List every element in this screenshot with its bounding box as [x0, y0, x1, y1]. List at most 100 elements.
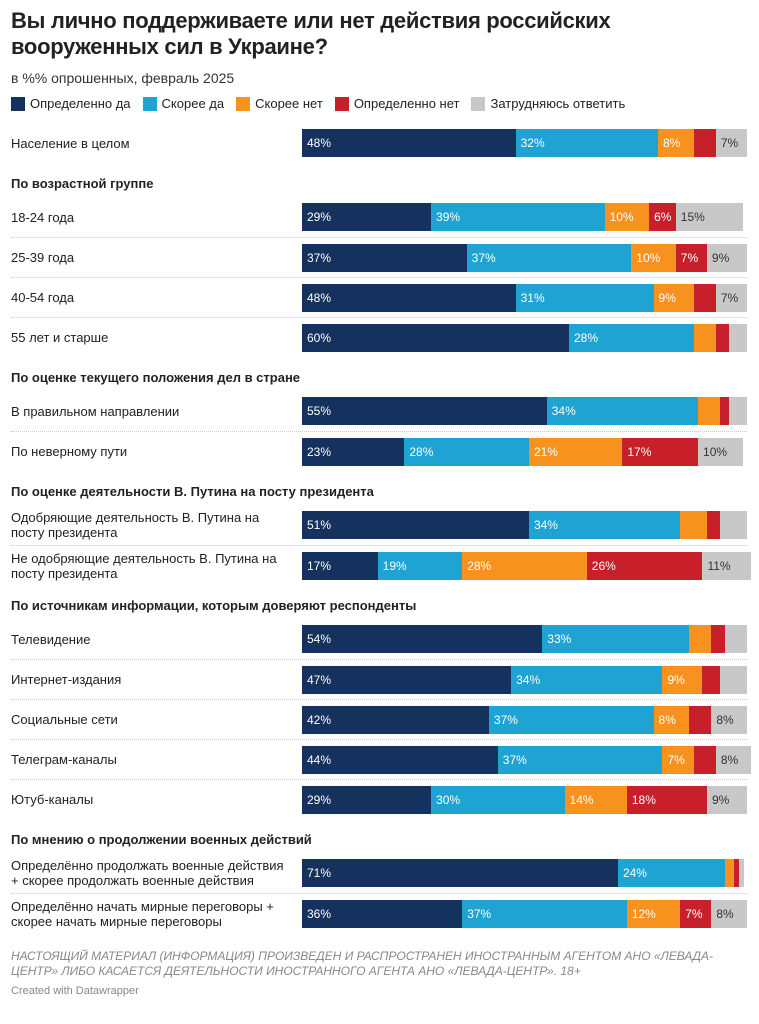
bar-segment: 23%: [302, 437, 405, 466]
bar-segment: 7%: [680, 899, 712, 928]
bar-segment: [720, 665, 747, 694]
row: Телевидение 54% 33%: [11, 619, 747, 659]
legend-label: Определенно да: [30, 96, 131, 111]
legend-label: Определенно нет: [353, 96, 460, 111]
value-label: 14%: [569, 792, 594, 807]
legend-swatch: [236, 96, 251, 111]
bar-segment: 15%: [675, 203, 743, 231]
row: Ютуб-каналы 29% 30% 14% 18% 9%: [11, 779, 747, 819]
category-label: Социальные сети: [11, 712, 118, 727]
value-label: 7%: [720, 290, 739, 305]
bar-segment: 9%: [662, 665, 703, 694]
legend-item: Определенно нет: [334, 96, 460, 111]
value-label: 37%: [502, 752, 527, 767]
row: Социальные сети 42% 37% 8% 8%: [11, 699, 747, 739]
value-label: 48%: [307, 136, 332, 150]
legend-swatch: [471, 96, 486, 111]
value-label: 34%: [551, 404, 576, 418]
value-label: 37%: [467, 906, 492, 921]
value-label: 7%: [685, 906, 703, 921]
bar-segment: 36%: [302, 899, 463, 928]
bar-segment: [693, 323, 716, 352]
value-label: 23%: [307, 444, 332, 459]
value-label: 17%: [627, 444, 652, 459]
value-label: 28%: [409, 444, 434, 459]
value-label: 31%: [520, 290, 545, 305]
category-label: 40-54 года: [11, 290, 75, 305]
bar-segment: 30%: [431, 785, 565, 814]
bar-segment: [689, 705, 712, 734]
value-label: 42%: [307, 712, 332, 727]
value-label: 7%: [720, 136, 739, 150]
row: В правильном направлении 55% 34%: [11, 391, 747, 431]
value-label: 39%: [436, 210, 461, 224]
bar-segment: [706, 511, 721, 539]
bar-segment: 21%: [528, 437, 623, 466]
bar-segment: 60%: [302, 323, 569, 352]
bar-segment: [698, 397, 721, 425]
value-label: 21%: [533, 444, 558, 459]
bar-segment: 18%: [626, 785, 707, 814]
value-label: 26%: [591, 558, 616, 573]
bar-segment: 28%: [569, 323, 694, 352]
bar-segment: [715, 323, 730, 352]
group-title: По возрастной группе: [11, 176, 154, 191]
bar-segment: 37%: [488, 705, 654, 734]
bar-segment: [729, 323, 747, 352]
bar-segment: 29%: [302, 785, 432, 814]
bar-segment: 47%: [302, 665, 512, 694]
legend-item: Затрудняюсь ответить: [471, 96, 625, 111]
bar-segment: 26%: [586, 551, 703, 580]
legend: Определенно да Скорее да Скорее нет Определ…: [11, 96, 747, 111]
value-label: 18%: [631, 792, 656, 807]
category-label: Ютуб-каналы: [11, 792, 94, 807]
value-label: 48%: [307, 290, 332, 305]
bar-segment: 33%: [542, 625, 690, 653]
bar-segment: [693, 129, 716, 157]
bar-segment: 7%: [715, 283, 747, 312]
bar-segment: 10%: [698, 437, 743, 466]
bar-segment: 24%: [617, 859, 725, 887]
value-label: 32%: [520, 136, 545, 150]
bar-segment: [738, 859, 744, 887]
value-label: 17%: [307, 558, 332, 573]
group-title: По оценке текущего положения дел в стран…: [11, 370, 301, 385]
row: Определённо продолжать военные действия …: [11, 853, 747, 893]
value-label: 28%: [467, 558, 492, 573]
bar-segment: 44%: [302, 745, 498, 774]
chart-title: Вы лично поддерживаете или нет действия …: [11, 8, 611, 59]
value-label: 19%: [382, 558, 407, 573]
bar: 29% 30% 14% 18% 9%: [302, 785, 747, 814]
bar-segment: [693, 745, 716, 774]
bar: 54% 33%: [302, 625, 747, 653]
bar: 23% 28% 21% 17% 10%: [302, 437, 747, 466]
category-label: 55 лет и старше: [11, 330, 109, 345]
bar-segment: [693, 283, 716, 312]
bar-segment: [720, 511, 747, 539]
bar-segment: 9%: [706, 785, 747, 814]
bar-segment: 8%: [715, 745, 752, 774]
category-label: По неверному пути: [11, 444, 128, 459]
bar-segment: 37%: [462, 899, 627, 928]
legend-label: Затрудняюсь ответить: [490, 96, 626, 111]
bar-segment: 28%: [404, 437, 529, 466]
bar-segment: 37%: [302, 243, 467, 272]
value-label: 10%: [609, 210, 634, 224]
bar-segment: 11%: [702, 551, 752, 580]
legend-item: Скорее да: [142, 96, 224, 111]
row: Не одобряющие деятельность В. Путина на …: [11, 545, 752, 585]
bar-segment: 48%: [302, 283, 516, 312]
category-label: В правильном направлении: [11, 403, 180, 419]
bar: 29% 39% 10% 6% 15%: [302, 203, 747, 231]
bar-segment: 7%: [675, 243, 707, 272]
bar-segment: 7%: [662, 745, 694, 774]
value-label: 33%: [547, 632, 572, 646]
bar-segment: [702, 665, 721, 694]
bar: 42% 37% 8% 8%: [302, 705, 747, 734]
bar-segment: 8%: [711, 705, 747, 734]
value-label: 6%: [654, 210, 672, 224]
legend-swatch: [11, 96, 25, 111]
value-label: 60%: [307, 330, 332, 345]
value-label: 9%: [711, 250, 730, 265]
bar-segment: 8%: [657, 129, 694, 157]
